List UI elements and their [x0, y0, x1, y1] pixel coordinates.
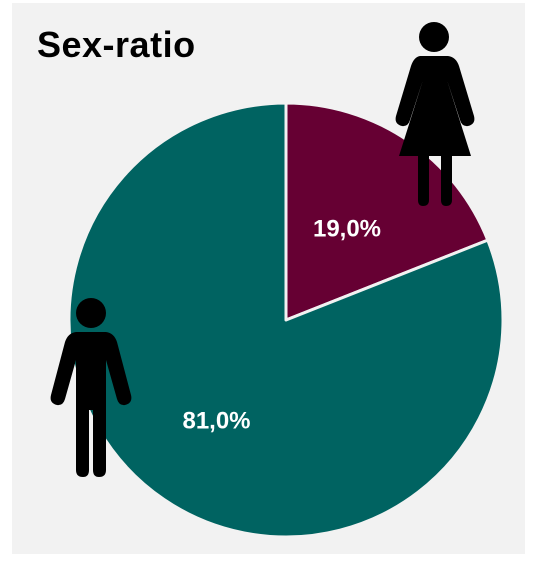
- pie-slice-label-0: 19,0%: [313, 216, 381, 243]
- pie-slice-label-1: 81,0%: [182, 408, 250, 435]
- pie-slices: [69, 103, 503, 537]
